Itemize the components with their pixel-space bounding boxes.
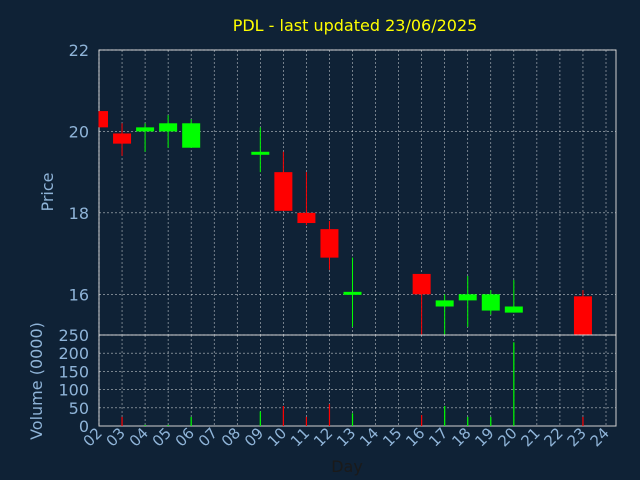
price-axis-label: Price (38, 172, 57, 211)
candle-body (113, 133, 132, 144)
volume-tick-label: 250 (58, 326, 89, 345)
price-tick-label: 18 (69, 204, 89, 223)
volume-tick-label: 50 (69, 399, 89, 418)
candle-body (458, 294, 477, 301)
volume-tick-label: 150 (58, 362, 89, 381)
candle-body (274, 172, 293, 211)
candle-body (251, 151, 270, 155)
candle-body (136, 127, 155, 132)
candle-body (320, 229, 339, 258)
candle-body (481, 294, 500, 311)
price-panel: 16 18 20 22 (69, 41, 617, 336)
candle-body (297, 212, 316, 224)
volume-tick-label: 0 (79, 417, 89, 436)
candle-body (99, 111, 108, 128)
candle-body (504, 306, 523, 313)
chart-title: PDL - last updated 23/06/2025 (233, 16, 478, 35)
volume-axis-label: Volume (0000) (27, 322, 46, 440)
x-axis-label: Day (331, 457, 363, 476)
x-axis-ticks: 0203040506070809101112131415161718192021… (80, 424, 613, 450)
candle-body (159, 123, 178, 132)
volume-tick-label: 100 (58, 381, 89, 400)
price-tick-label: 22 (69, 41, 89, 60)
volume-tick-label: 200 (58, 344, 89, 363)
price-tick-label: 20 (69, 122, 89, 141)
candle-body (435, 300, 454, 307)
price-tick-label: 16 (69, 285, 89, 304)
candle-body (573, 296, 592, 335)
candle-body (412, 273, 431, 295)
candle-body (343, 291, 362, 295)
candle-body (182, 123, 201, 148)
